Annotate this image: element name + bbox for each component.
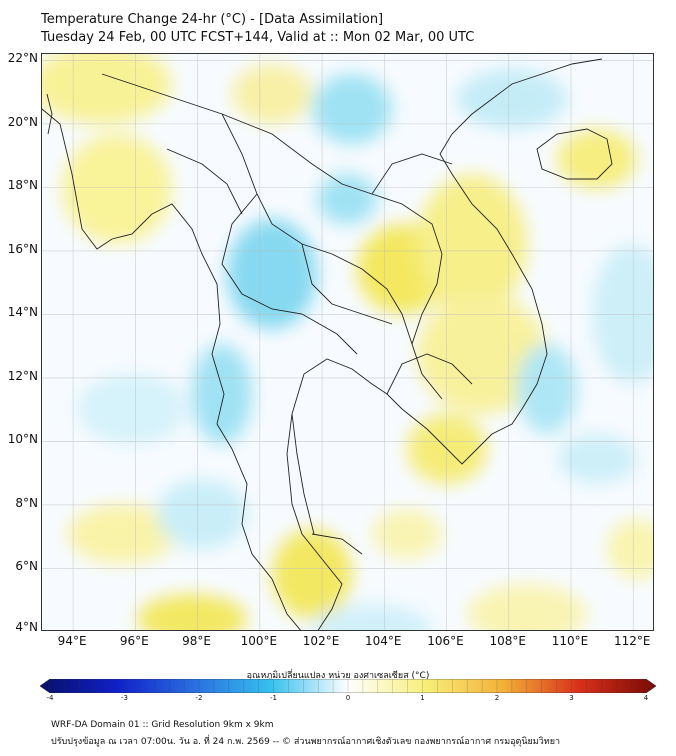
chart-subtitle: Tuesday 24 Feb, 00 UTC FCST+144, Valid a… <box>41 30 475 45</box>
lat-tick-label: 14°N <box>7 305 38 320</box>
colorbar-tick-label: -2 <box>195 694 203 702</box>
lon-tick-label: 96°E <box>119 634 149 648</box>
chart-title: Temperature Change 24-hr (°C) - [Data As… <box>41 12 384 27</box>
footer-model-info: WRF-DA Domain 01 :: Grid Resolution 9km … <box>51 720 274 730</box>
lat-tick-label: 6°N <box>15 559 38 574</box>
colorbar-tick-label: -3 <box>121 694 128 702</box>
grid-lines <box>42 54 653 630</box>
lat-tick-label: 4°N <box>15 620 38 634</box>
lon-tick-label: 94°E <box>57 634 87 648</box>
lat-tick-label: 12°N <box>7 368 38 383</box>
colorbar-tick-label: 0 <box>345 694 351 702</box>
coastlines-and-borders <box>42 58 613 630</box>
lat-tick-label: 10°N <box>7 432 38 447</box>
colorbar <box>40 679 656 693</box>
map-panel <box>41 53 654 631</box>
lon-tick-label: 106°E <box>427 634 464 648</box>
lon-tick-label: 100°E <box>240 634 278 648</box>
colorbar-tick-label: 4 <box>643 694 649 702</box>
colorbar-tick-label: -4 <box>46 694 54 702</box>
lon-tick-label: 98°E <box>182 634 212 648</box>
map-canvas <box>42 54 653 630</box>
lat-tick-label: 22°N <box>7 51 38 66</box>
lon-tick-label: 102°E <box>302 634 340 648</box>
colorbar-tick-label: 2 <box>494 694 500 702</box>
lat-tick-label: 20°N <box>7 114 38 129</box>
colorbar-tick-label: 3 <box>569 694 574 702</box>
colorbar-tick-label: -1 <box>270 694 277 702</box>
lon-tick-label: 110°E <box>551 634 589 648</box>
lon-tick-label: 112°E <box>613 634 651 648</box>
lon-tick-label: 108°E <box>489 634 527 648</box>
colorbar-title: อุณหภูมิเปลี่ยนแปลง หน่วย องศาเซลเซียส (… <box>246 671 430 681</box>
lat-tick-label: 16°N <box>7 241 38 256</box>
footer-credit: ปรับปรุงข้อมูล ณ เวลา 07:00น. วัน อ. ที่… <box>51 737 561 747</box>
temperature-field <box>42 54 653 630</box>
lat-tick-label: 8°N <box>15 495 38 510</box>
lat-tick-label: 18°N <box>7 178 38 193</box>
colorbar-tick-label: 1 <box>420 694 425 702</box>
colorbar-bar <box>40 679 656 693</box>
lon-tick-label: 104°E <box>365 634 402 648</box>
